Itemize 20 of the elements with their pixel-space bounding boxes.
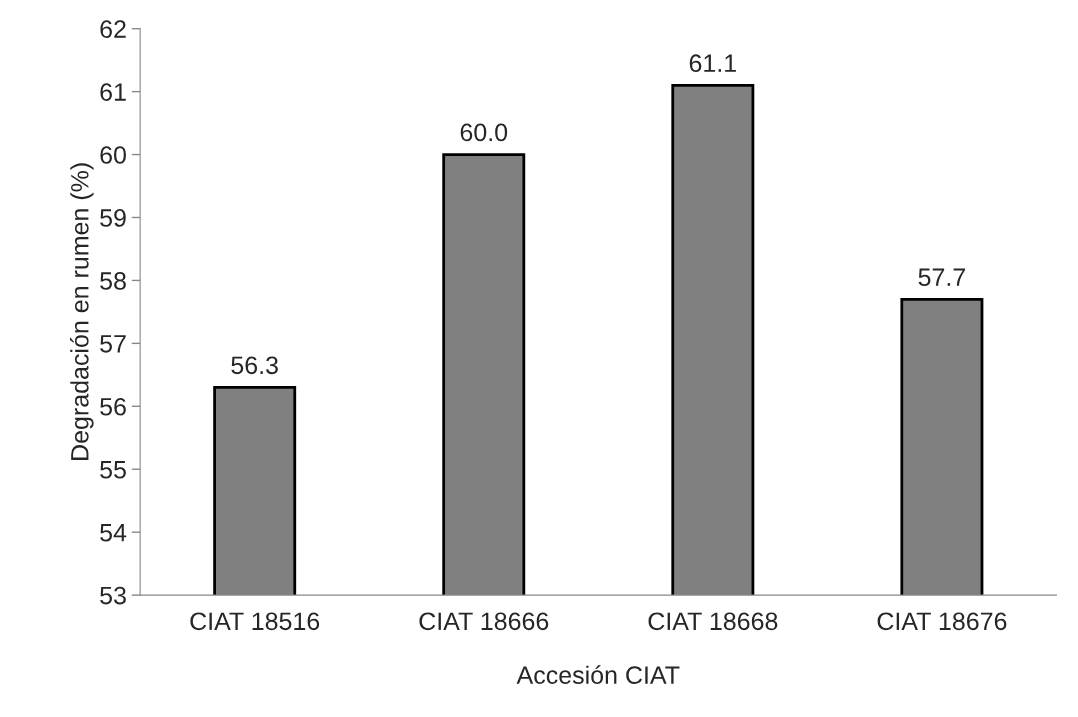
y-tick-label: 59 (100, 209, 126, 227)
x-tick-label: CIAT 18668 (648, 612, 778, 631)
y-tick-label: 55 (100, 461, 126, 479)
x-tick-label: CIAT 18676 (877, 612, 1007, 631)
data-label: 61.1 (689, 54, 736, 73)
y-tick-label: 58 (100, 272, 126, 290)
y-tick-label: 62 (100, 20, 126, 38)
data-label: 57.7 (918, 268, 965, 287)
data-label: 60.0 (460, 123, 508, 142)
y-tick-label: 56 (100, 397, 126, 416)
y-tick-label: 54 (100, 524, 127, 542)
y-tick-label: 60 (100, 146, 126, 164)
y-axis-title: Degradación en rumen (%) (69, 163, 94, 460)
x-axis-title: Accesión CIAT (516, 665, 680, 684)
x-tick-label: CIAT 18516 (190, 612, 320, 631)
y-tick-label: 61 (100, 83, 126, 101)
y-tick-label: 57 (100, 335, 126, 353)
x-tick-label: CIAT 18666 (419, 612, 549, 631)
y-tick-label: 53 (100, 586, 126, 605)
data-label: 56.3 (231, 356, 278, 375)
